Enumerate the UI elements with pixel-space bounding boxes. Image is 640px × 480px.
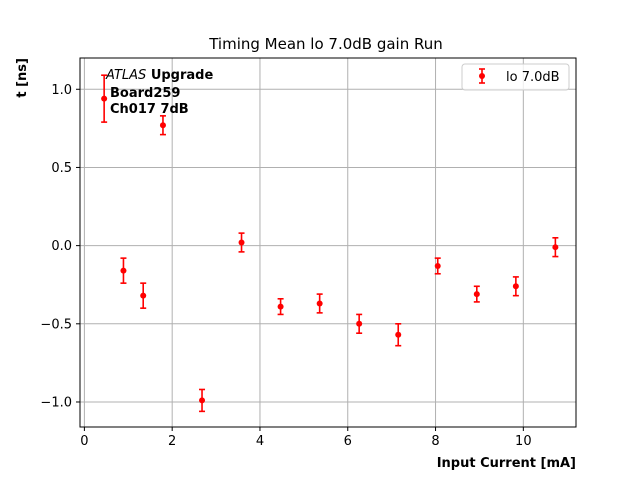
marker bbox=[434, 262, 441, 269]
data-point bbox=[356, 313, 363, 334]
legend-box bbox=[461, 63, 570, 91]
marker bbox=[277, 303, 284, 310]
marker bbox=[140, 292, 147, 299]
data-point bbox=[120, 257, 127, 284]
marker bbox=[199, 397, 206, 404]
atlas-annotation: ATLAS Upgrade Board259 Ch017 7dB bbox=[105, 68, 213, 117]
data-point bbox=[316, 293, 323, 314]
marker bbox=[473, 291, 480, 298]
legend-dot bbox=[479, 73, 485, 79]
y-tick-label: 0.0 bbox=[51, 239, 72, 254]
data-series bbox=[101, 74, 559, 413]
y-tick-label: 1.0 bbox=[51, 83, 72, 98]
x-tick-label: 10 bbox=[515, 434, 532, 449]
data-point bbox=[238, 232, 245, 253]
data-point bbox=[159, 115, 166, 136]
x-tick-label: 4 bbox=[256, 434, 264, 449]
marker bbox=[101, 95, 108, 102]
data-point bbox=[101, 74, 108, 123]
marker bbox=[512, 283, 519, 290]
marker bbox=[395, 331, 402, 338]
marker bbox=[316, 300, 323, 307]
data-point bbox=[395, 323, 402, 347]
grid bbox=[80, 58, 576, 427]
y-tick-label: −0.5 bbox=[40, 317, 72, 332]
legend-label: lo 7.0dB bbox=[506, 70, 560, 85]
upgrade-label: Upgrade bbox=[151, 68, 214, 83]
data-point bbox=[434, 257, 441, 275]
y-axis-label: t [ns] bbox=[15, 58, 30, 98]
legend-marker bbox=[479, 68, 485, 84]
data-point bbox=[512, 276, 519, 297]
marker bbox=[120, 267, 127, 274]
x-tick-label: 2 bbox=[168, 434, 176, 449]
x-tick-label: 8 bbox=[431, 434, 439, 449]
x-axis-label: Input Current [mA] bbox=[437, 456, 576, 471]
chart-title: Timing Mean lo 7.0dB gain Run bbox=[208, 35, 443, 53]
y-tick-label: 0.5 bbox=[51, 161, 72, 176]
legend: lo 7.0dB bbox=[461, 63, 570, 91]
atlas-upgrade-label: ATLAS Upgrade bbox=[105, 68, 213, 83]
y-tick-label: −1.0 bbox=[40, 395, 72, 410]
marker bbox=[238, 239, 245, 246]
x-tick-label: 6 bbox=[344, 434, 352, 449]
marker bbox=[552, 244, 559, 251]
plot-frame bbox=[79, 57, 577, 428]
marker bbox=[159, 122, 166, 129]
channel-label: Ch017 7dB bbox=[110, 102, 189, 117]
board-label: Board259 bbox=[110, 86, 180, 101]
x-tick-label: 0 bbox=[80, 434, 88, 449]
axis-ticks: 0 2 4 6 8 10 −1.0 −0.5 0.0 0.5 1.0 bbox=[40, 83, 531, 449]
data-point bbox=[473, 285, 480, 303]
data-point bbox=[277, 297, 284, 316]
data-point bbox=[552, 237, 559, 258]
marker bbox=[356, 320, 363, 327]
atlas-label: ATLAS bbox=[105, 68, 146, 83]
data-point bbox=[199, 388, 206, 413]
data-point bbox=[140, 282, 147, 309]
